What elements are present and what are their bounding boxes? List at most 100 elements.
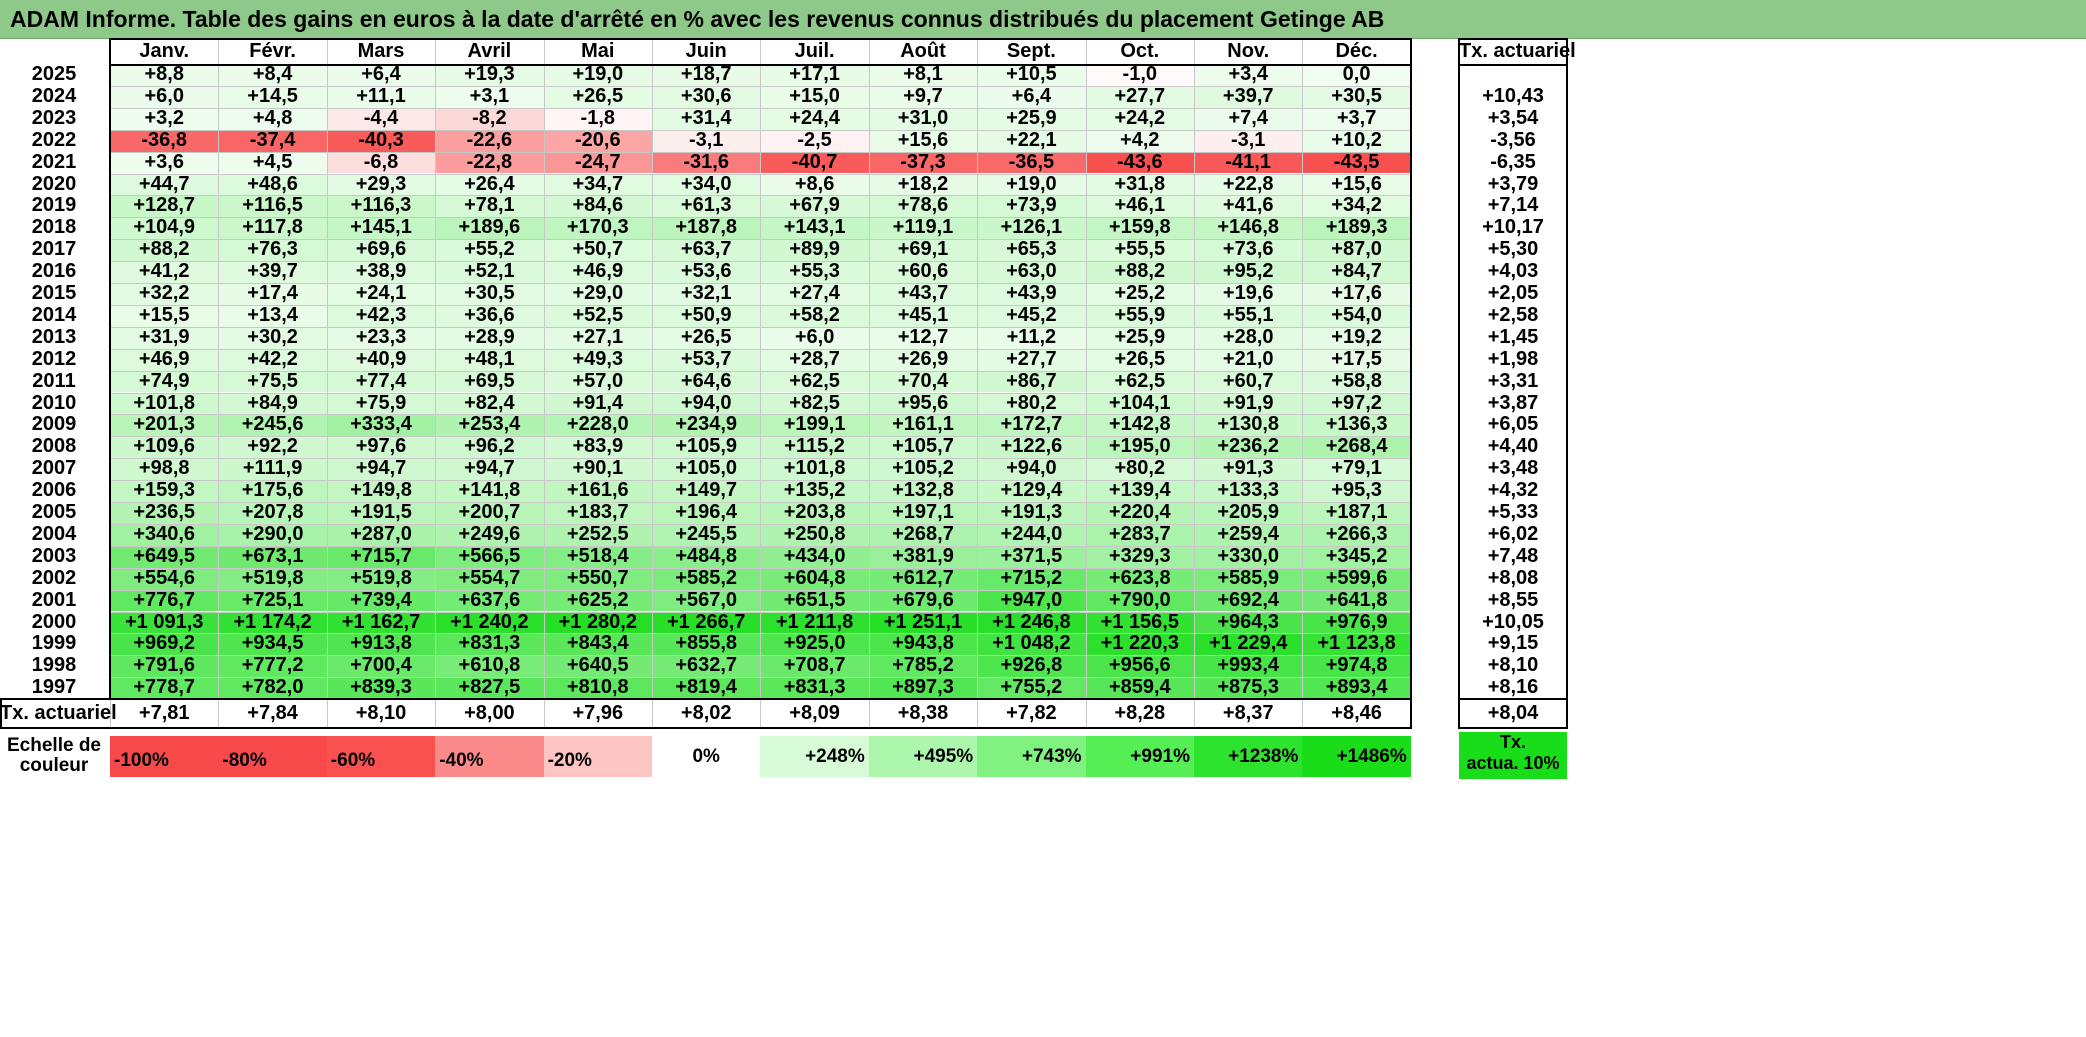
legend-swatch: -100% (110, 736, 219, 777)
tx-actuariel-header: Tx. actuariel (1459, 40, 1576, 62)
gain-cell: +145,1 (326, 216, 436, 240)
tx-actuariel-value: +8,55 (1487, 588, 1539, 611)
gain-cell: -6,8 (326, 151, 436, 174)
gain-cell: +17,6 (1302, 282, 1411, 305)
tx-actuariel-value: +5,30 (1487, 238, 1539, 261)
gain-cell: +25,2 (1085, 282, 1194, 305)
year-label: 2013 (31, 325, 77, 348)
gain-cell: +149,8 (326, 479, 436, 502)
gain-cell: +708,7 (760, 654, 869, 678)
gain-cell: +48,1 (435, 348, 544, 371)
gain-cell: +249,6 (435, 523, 544, 546)
gain-cell: +62,5 (760, 370, 869, 393)
grid-vline (977, 38, 979, 727)
gain-cell: +191,5 (326, 501, 436, 524)
gain-cell: +755,2 (977, 676, 1086, 700)
grid-vline (218, 38, 220, 727)
gain-cell: +94,0 (977, 457, 1086, 481)
gain-cell: +22,8 (1194, 173, 1303, 196)
gain-cell: +790,0 (1085, 589, 1194, 612)
gain-cell: +41,2 (110, 260, 219, 283)
gain-cell: +554,7 (435, 567, 544, 590)
footer-value: +8,00 (464, 702, 515, 724)
gain-cell: +200,7 (435, 501, 544, 524)
gain-cell: +27,1 (543, 326, 652, 349)
gain-cell: +34,0 (652, 173, 761, 196)
gain-cell: +197,1 (868, 501, 978, 524)
gain-cell: -1,8 (543, 107, 652, 130)
gain-cell: +8,1 (868, 63, 978, 86)
legend-tx-line2: actua. 10% (1466, 753, 1560, 773)
gain-cell: +434,0 (760, 545, 869, 568)
tx-actuariel-value: +4,40 (1487, 435, 1539, 458)
grid-vline (1194, 38, 1195, 727)
gain-cell: +129,4 (977, 479, 1086, 502)
gain-cell: +266,3 (1302, 523, 1411, 546)
grid-vline (1302, 38, 1304, 727)
footer-value: +8,28 (1114, 702, 1166, 724)
gain-cell: +64,6 (652, 370, 761, 393)
gain-cell: +76,3 (218, 238, 327, 262)
gain-cell: +88,2 (110, 238, 219, 262)
year-label: 2016 (31, 260, 77, 283)
gain-cell: +80,2 (1085, 457, 1194, 481)
grid-hline (110, 173, 1411, 175)
gain-cell: +73,6 (1194, 238, 1303, 262)
gain-cell: +550,7 (543, 567, 652, 590)
gain-cell: +8,4 (218, 63, 327, 86)
year-label: 2018 (31, 216, 77, 239)
gain-cell: +943,8 (868, 632, 978, 656)
gain-cell: +45,2 (977, 304, 1086, 327)
gain-cell: +30,5 (435, 282, 544, 305)
gain-cell: +46,9 (543, 260, 652, 283)
month-header: Juin (685, 40, 727, 62)
gain-cell: +947,0 (977, 589, 1086, 612)
gain-cell: +13,4 (218, 304, 327, 327)
tx-actuariel-value: +3,87 (1487, 391, 1539, 414)
grid-hline (110, 458, 1411, 460)
year-label: 2023 (31, 106, 77, 129)
gain-cell: +25,9 (977, 107, 1086, 130)
footer-value: +8,37 (1222, 702, 1274, 724)
gain-cell: +80,2 (977, 392, 1086, 415)
gain-cell: -36,5 (977, 151, 1086, 174)
month-header: Août (900, 40, 946, 62)
gain-cell: +86,7 (977, 370, 1086, 393)
gain-cell: +126,1 (977, 216, 1086, 240)
gain-cell: +19,3 (435, 63, 544, 86)
gain-cell: +91,3 (1194, 457, 1303, 481)
footer-label: Tx. actuariel (0, 702, 117, 724)
gain-cell: +1 091,3 (110, 611, 219, 634)
grid-hline (110, 392, 1411, 394)
gain-cell: +585,9 (1194, 567, 1303, 590)
gain-cell: +700,4 (326, 654, 436, 678)
gain-cell: +18,2 (868, 173, 978, 196)
gain-cell: +133,3 (1194, 479, 1303, 502)
gain-cell: +141,8 (435, 479, 544, 502)
gain-cell: +3,2 (110, 107, 219, 130)
gain-cell: +57,0 (543, 370, 652, 393)
gain-cell: +143,1 (760, 216, 869, 240)
grid-vline (543, 38, 545, 727)
gain-cell: +97,2 (1302, 392, 1411, 415)
tx-actuariel-value: +7,48 (1487, 544, 1539, 567)
gain-cell: -24,7 (543, 151, 652, 174)
grid-hline (110, 677, 1411, 679)
gain-cell: +38,9 (326, 260, 436, 283)
gain-cell: +34,7 (543, 173, 652, 196)
gain-cell: +15,0 (760, 85, 869, 108)
grid-hline (110, 611, 1411, 613)
gain-cell: +201,3 (110, 413, 219, 437)
tx-actuariel-value: +3,54 (1487, 106, 1539, 129)
legend-tx-swatch: Tx. actua. 10% (1459, 732, 1567, 779)
gain-cell: +26,5 (543, 85, 652, 108)
gain-cell: +1 162,7 (326, 611, 436, 634)
grid-hline (110, 261, 1411, 263)
gain-cell: +84,6 (543, 194, 652, 218)
legend-swatch: +991% (1085, 736, 1194, 777)
gain-cell: +50,9 (652, 304, 761, 327)
grid-hline (110, 348, 1411, 350)
year-label: 1999 (31, 632, 77, 655)
gain-cell: +75,5 (218, 370, 327, 393)
gain-cell: +41,6 (1194, 194, 1303, 218)
